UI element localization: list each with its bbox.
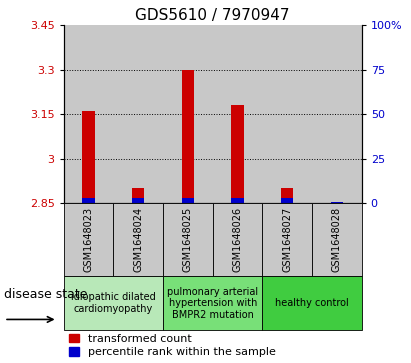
- Text: GSM1648023: GSM1648023: [83, 207, 94, 272]
- Bar: [231, 198, 244, 203]
- Bar: [213, 25, 262, 203]
- Bar: [231, 105, 244, 203]
- Bar: [82, 198, 95, 203]
- Bar: [262, 25, 312, 203]
- Bar: [163, 276, 262, 330]
- Text: GSM1648028: GSM1648028: [332, 207, 342, 272]
- Bar: [312, 203, 362, 276]
- Title: GDS5610 / 7970947: GDS5610 / 7970947: [136, 8, 290, 23]
- Bar: [132, 188, 144, 203]
- Bar: [163, 25, 213, 203]
- Bar: [82, 111, 95, 203]
- Text: GSM1648025: GSM1648025: [183, 207, 193, 272]
- Bar: [132, 198, 144, 203]
- Text: GSM1648026: GSM1648026: [233, 207, 242, 272]
- Bar: [64, 25, 113, 203]
- Bar: [64, 203, 113, 276]
- Text: disease state: disease state: [4, 289, 88, 301]
- Bar: [163, 203, 213, 276]
- Bar: [182, 70, 194, 203]
- Text: GSM1648024: GSM1648024: [133, 207, 143, 272]
- Bar: [330, 201, 343, 203]
- Bar: [182, 198, 194, 203]
- Bar: [113, 203, 163, 276]
- Text: GSM1648027: GSM1648027: [282, 207, 292, 272]
- Bar: [281, 188, 293, 203]
- Bar: [213, 203, 262, 276]
- Bar: [281, 198, 293, 203]
- Bar: [312, 25, 362, 203]
- Bar: [113, 25, 163, 203]
- Legend: transformed count, percentile rank within the sample: transformed count, percentile rank withi…: [69, 334, 276, 358]
- Text: pulmonary arterial
hypertension with
BMPR2 mutation: pulmonary arterial hypertension with BMP…: [167, 286, 258, 320]
- Bar: [262, 203, 312, 276]
- Text: idiopathic dilated
cardiomyopathy: idiopathic dilated cardiomyopathy: [71, 292, 156, 314]
- Text: healthy control: healthy control: [275, 298, 349, 308]
- Bar: [262, 276, 362, 330]
- Bar: [64, 276, 163, 330]
